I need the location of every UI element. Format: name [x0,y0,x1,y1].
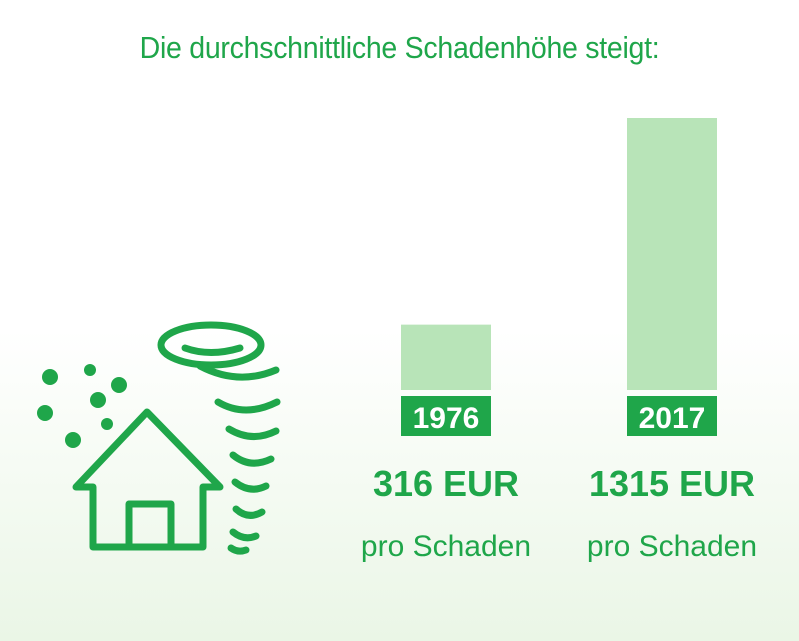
chart-title: Die durchschnittliche Schadenhöhe steigt… [139,30,660,65]
bar-1976 [401,324,491,390]
bars-layer: 1976 316 EUR pro Schaden 2017 1315 EUR pro Sc… [361,118,757,563]
year-label-box [627,396,717,436]
per-claim-label: pro Schaden [361,530,531,563]
bar-2017 [627,118,717,390]
per-claim-label: pro Schaden [587,530,757,563]
year-label: 1976 [413,402,480,435]
year-label-box [401,396,491,436]
tornado-icon [157,321,281,555]
value-label: 316 EUR [373,463,519,504]
value-label: 1315 EUR [589,463,755,504]
year-label: 2017 [639,402,706,435]
house-icon [72,408,224,551]
hail-icon [37,364,127,448]
